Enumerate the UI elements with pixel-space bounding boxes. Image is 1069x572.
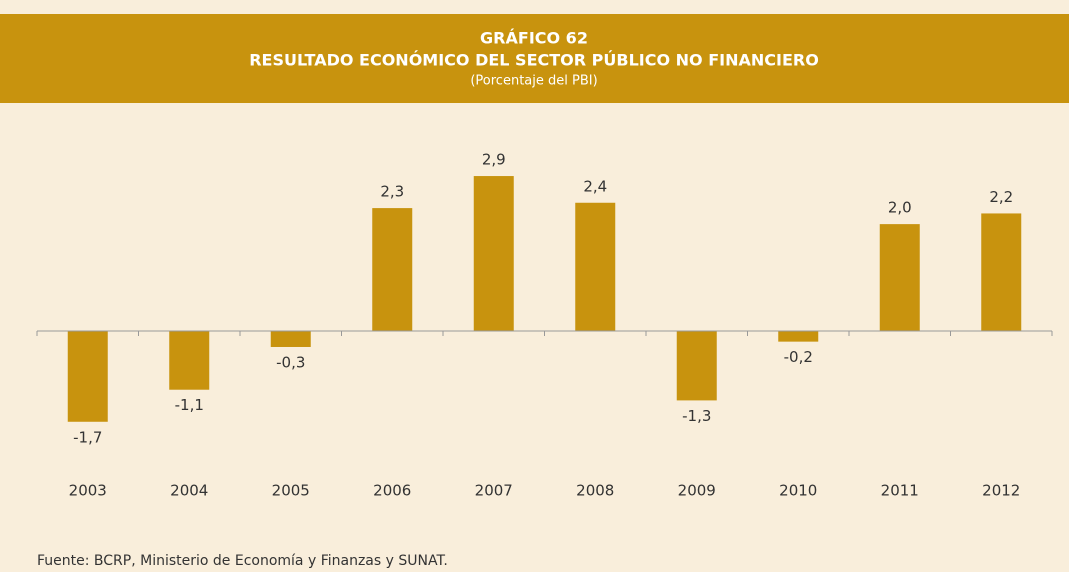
- data-label: 2,9: [482, 151, 506, 169]
- bar: [981, 213, 1022, 331]
- bar: [270, 330, 311, 347]
- x-tick-label: 2012: [982, 482, 1020, 500]
- data-label: 2,4: [583, 177, 607, 195]
- data-label: -0,2: [784, 348, 813, 366]
- x-tick-label: 2005: [272, 482, 310, 500]
- x-tick-label: 2006: [373, 482, 411, 500]
- source: Fuente: BCRP, Ministerio de Economía y F…: [37, 553, 448, 569]
- bar: [169, 330, 210, 390]
- data-label: 2,3: [380, 183, 404, 201]
- x-tick-label: 2003: [69, 482, 107, 500]
- x-tick-label: 2010: [779, 482, 817, 500]
- bar: [372, 208, 413, 331]
- bar: [67, 330, 108, 422]
- bar: [879, 224, 920, 331]
- data-label: 2,0: [888, 199, 912, 217]
- x-tick-label: 2008: [576, 482, 614, 500]
- bar: [473, 176, 514, 331]
- bar: [575, 202, 616, 331]
- bar: [676, 330, 717, 401]
- bar: [778, 330, 819, 342]
- data-label: -1,1: [175, 396, 204, 414]
- header-band: [0, 14, 1069, 103]
- chart-subtitle: RESULTADO ECONÓMICO DEL SECTOR PÚBLICO N…: [249, 51, 819, 70]
- data-label: -1,7: [73, 428, 102, 446]
- x-tick-label: 2004: [170, 482, 208, 500]
- data-label: 2,2: [989, 188, 1013, 206]
- chart-title: GRÁFICO 62: [480, 29, 588, 48]
- x-tick-label: 2007: [475, 482, 513, 500]
- x-tick-label: 2011: [881, 482, 919, 500]
- unit-label: (Porcentaje del PBI): [470, 74, 597, 89]
- x-tick-label: 2009: [678, 482, 716, 500]
- data-label: -0,3: [276, 353, 305, 371]
- data-label: -1,3: [682, 407, 711, 425]
